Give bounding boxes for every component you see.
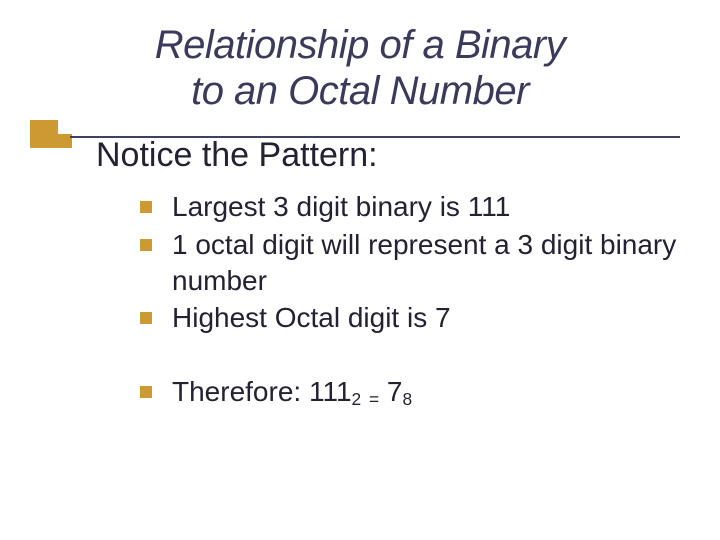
- bullet-list: Largest 3 digit binary is 1111 octal dig…: [140, 189, 680, 410]
- list-item: Therefore: 1112 = 78: [140, 374, 680, 410]
- title-decoration: [0, 0, 720, 160]
- accent-square-large: [30, 120, 58, 148]
- bullet-icon: [140, 386, 152, 398]
- title-underline: [70, 136, 680, 138]
- bullet-text: 1 octal digit will represent a 3 digit b…: [172, 227, 680, 299]
- list-item: 1 octal digit will represent a 3 digit b…: [140, 227, 680, 299]
- subscript: 8: [402, 389, 412, 409]
- slide: Relationship of a Binary to an Octal Num…: [0, 0, 720, 540]
- equals-small: =: [369, 389, 379, 409]
- bullet-text: Therefore: 1112 = 78: [172, 374, 412, 410]
- bullet-text: Highest Octal digit is 7: [172, 300, 451, 336]
- bullet-text: Largest 3 digit binary is 111: [172, 189, 510, 225]
- bullet-icon: [140, 312, 152, 324]
- list-item: Largest 3 digit binary is 111: [140, 189, 680, 225]
- list-item: Highest Octal digit is 7: [140, 300, 680, 336]
- bullet-icon: [140, 239, 152, 251]
- bullet-icon: [140, 201, 152, 213]
- subscript: 2: [352, 389, 362, 409]
